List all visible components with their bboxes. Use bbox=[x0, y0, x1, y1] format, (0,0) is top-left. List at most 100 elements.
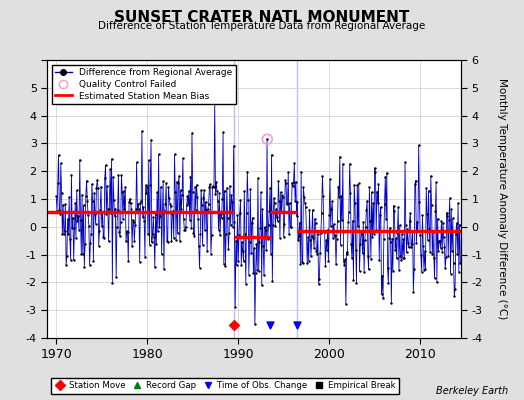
Point bbox=[356, 241, 365, 248]
Point bbox=[274, 178, 282, 184]
Point bbox=[249, 270, 258, 276]
Point bbox=[150, 264, 159, 270]
Point bbox=[298, 258, 306, 265]
Point bbox=[82, 177, 91, 184]
Point bbox=[423, 210, 431, 217]
Point bbox=[389, 202, 398, 209]
Point bbox=[167, 238, 176, 244]
Point bbox=[95, 228, 104, 234]
Point bbox=[179, 155, 187, 162]
Point bbox=[184, 200, 192, 206]
Point bbox=[389, 268, 397, 274]
Point bbox=[129, 219, 138, 225]
Point bbox=[408, 240, 416, 247]
Point bbox=[330, 221, 338, 227]
Point bbox=[362, 207, 370, 214]
Point bbox=[455, 269, 463, 275]
Point bbox=[209, 183, 217, 189]
Point bbox=[433, 216, 442, 222]
Point bbox=[314, 280, 323, 287]
Point bbox=[442, 254, 450, 260]
Point bbox=[216, 232, 224, 238]
Point bbox=[138, 214, 147, 220]
Point bbox=[381, 174, 389, 180]
Point bbox=[354, 223, 362, 229]
Point bbox=[148, 230, 157, 237]
Point bbox=[64, 231, 73, 237]
Point bbox=[153, 189, 161, 195]
Point bbox=[403, 226, 411, 232]
Point bbox=[395, 266, 403, 273]
Point bbox=[350, 182, 358, 188]
Point bbox=[399, 254, 407, 261]
Point bbox=[415, 198, 423, 205]
Point bbox=[126, 200, 135, 206]
Point bbox=[200, 187, 209, 193]
Point bbox=[274, 218, 282, 224]
Point bbox=[128, 216, 137, 223]
Point bbox=[284, 169, 292, 176]
Point bbox=[393, 230, 401, 236]
Point bbox=[66, 236, 74, 242]
Point bbox=[257, 282, 266, 288]
Point bbox=[366, 218, 374, 224]
Point bbox=[291, 198, 299, 204]
Point bbox=[172, 178, 181, 185]
Point bbox=[311, 220, 320, 227]
Point bbox=[294, 233, 303, 240]
Point bbox=[452, 231, 460, 238]
Point bbox=[136, 199, 145, 206]
Point bbox=[121, 205, 129, 212]
Point bbox=[204, 201, 213, 207]
Point bbox=[268, 278, 277, 284]
Point bbox=[108, 280, 116, 286]
Point bbox=[94, 185, 102, 191]
Point bbox=[211, 98, 219, 105]
Point bbox=[176, 238, 184, 245]
Point bbox=[380, 201, 389, 207]
Point bbox=[451, 286, 459, 292]
Point bbox=[456, 260, 465, 266]
Point bbox=[264, 222, 272, 228]
Point bbox=[211, 191, 220, 197]
Point bbox=[124, 258, 133, 264]
Point bbox=[145, 157, 153, 163]
Point bbox=[441, 265, 450, 272]
Point bbox=[297, 169, 305, 175]
Point bbox=[289, 183, 297, 190]
Point bbox=[263, 136, 271, 142]
Point bbox=[254, 175, 262, 181]
Point bbox=[237, 262, 245, 268]
Point bbox=[440, 234, 448, 240]
Point bbox=[81, 240, 89, 247]
Point bbox=[410, 266, 418, 272]
Point bbox=[252, 270, 260, 276]
Point bbox=[97, 223, 106, 229]
Point bbox=[90, 190, 99, 196]
Point bbox=[151, 211, 160, 218]
Point bbox=[272, 214, 281, 220]
Point bbox=[266, 185, 274, 191]
Point bbox=[358, 250, 367, 256]
Point bbox=[411, 181, 419, 188]
Point bbox=[364, 266, 373, 273]
Point bbox=[118, 188, 126, 195]
Point bbox=[402, 249, 411, 256]
Point bbox=[431, 208, 440, 214]
Point bbox=[432, 179, 440, 186]
Point bbox=[286, 224, 294, 231]
Point bbox=[253, 267, 261, 273]
Point bbox=[340, 262, 348, 268]
Point bbox=[59, 202, 67, 208]
Point bbox=[283, 200, 292, 206]
Point bbox=[343, 251, 352, 257]
Point bbox=[221, 187, 229, 194]
Point bbox=[217, 215, 226, 221]
Point bbox=[116, 233, 124, 240]
Point bbox=[233, 262, 241, 268]
Point bbox=[112, 274, 121, 280]
Point bbox=[321, 263, 330, 270]
Point bbox=[436, 244, 445, 251]
Point bbox=[193, 194, 201, 200]
Point bbox=[175, 173, 183, 179]
